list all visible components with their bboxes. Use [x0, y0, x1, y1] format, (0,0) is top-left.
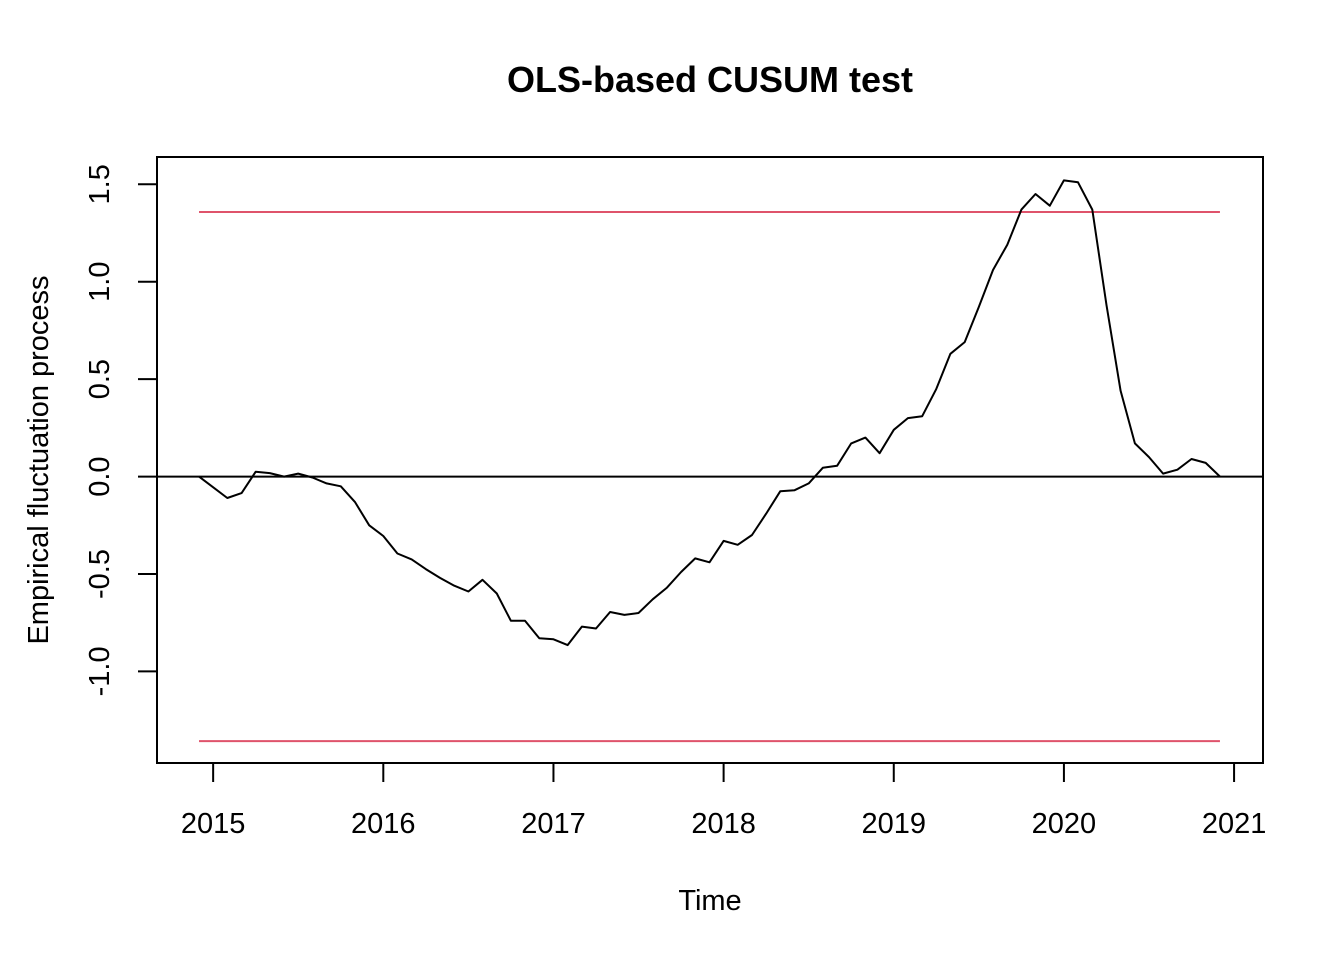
y-tick-label: -1.0 [84, 646, 116, 696]
y-tick-label: 1.0 [84, 262, 116, 302]
fluctuation-process-line [198, 179, 1221, 647]
y-tick-label: 1.5 [84, 164, 116, 204]
x-tick-label: 2018 [691, 808, 756, 840]
x-tick-label: 2021 [1202, 808, 1267, 840]
x-tick-label: 2017 [521, 808, 586, 840]
y-axis-label: Empirical fluctuation process [23, 275, 55, 644]
x-tick-label: 2020 [1032, 808, 1097, 840]
plot-frame [156, 156, 1264, 764]
y-axis: -1.0 -0.5 0.0 0.5 1.0 1.5 [84, 164, 157, 696]
x-tick-label: 2016 [351, 808, 416, 840]
y-tick-label: 0.0 [84, 456, 116, 496]
x-tick-label: 2019 [862, 808, 927, 840]
series-layer [198, 179, 1221, 647]
x-axis: 2015 2016 2017 2018 2019 2020 2021 [181, 763, 1266, 840]
x-tick-label: 2015 [181, 808, 246, 840]
chart-title: OLS-based CUSUM test [507, 59, 913, 100]
y-tick-label: -0.5 [84, 549, 116, 599]
y-tick-label: 0.5 [84, 359, 116, 399]
x-axis-label: Time [678, 885, 741, 917]
